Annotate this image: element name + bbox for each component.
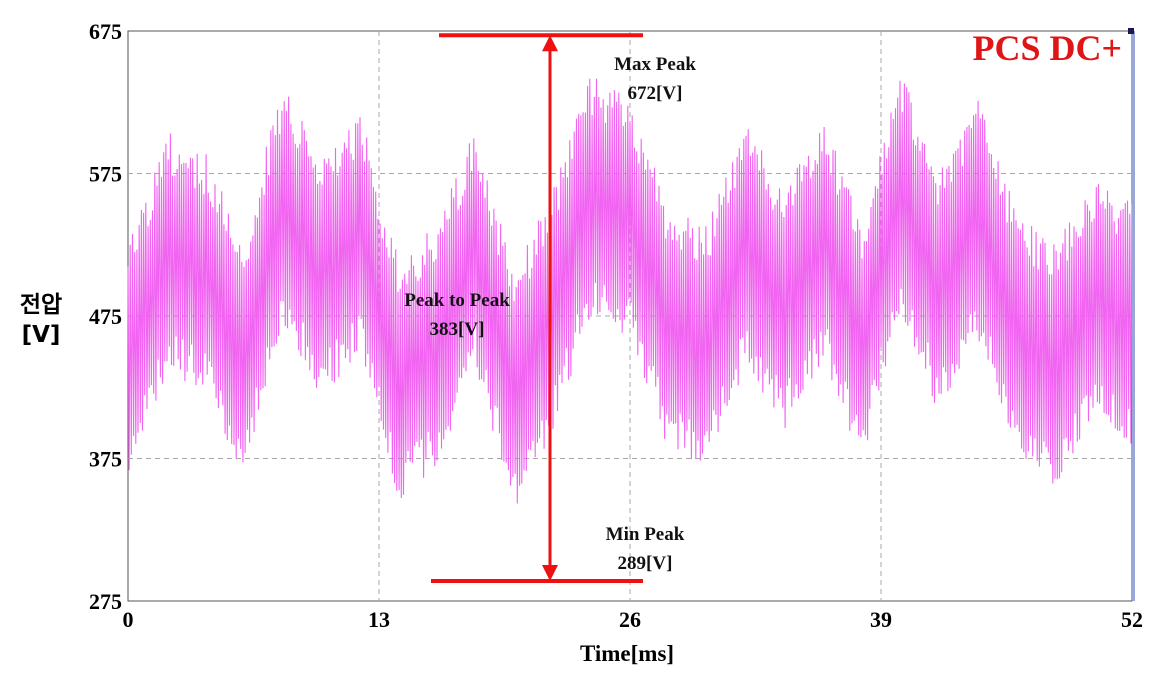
y-tick-label: 575 [89, 162, 122, 187]
scroll-handle[interactable] [1128, 28, 1134, 34]
p2p-label: Peak to Peak [404, 290, 510, 311]
x-tick-label: 39 [870, 607, 892, 632]
x-axis-title: Time[ms] [580, 641, 674, 666]
series-line-dc-plus [127, 78, 1133, 504]
y-tick-label: 375 [89, 447, 122, 472]
chart-title: PCS DC+ [972, 28, 1122, 68]
arrow-head-down [542, 565, 558, 582]
y-tick-label: 275 [89, 589, 122, 614]
p2p-value: 383[V] [430, 319, 485, 340]
y-tick-label: 475 [89, 304, 122, 329]
tick-labels: 0 13 26 39 52 675 575 475 375 275 [89, 19, 1143, 632]
y-axis-title: 전압 [V] [6, 290, 76, 350]
min-peak-value: 289[V] [618, 553, 673, 574]
vertical-scrollbar[interactable] [1132, 31, 1135, 601]
x-tick-label: 26 [619, 607, 641, 632]
series-layer [127, 78, 1133, 504]
y-tick-label: 675 [89, 19, 122, 44]
x-tick-label: 52 [1121, 607, 1143, 632]
max-peak-value: 672[V] [628, 83, 683, 104]
min-peak-label: Min Peak [606, 524, 685, 545]
arrow-head-up [542, 35, 558, 52]
max-peak-label: Max Peak [614, 54, 696, 75]
y-axis-title-line2: [V] [21, 322, 61, 348]
x-tick-label: 13 [368, 607, 390, 632]
y-axis-title-line1: 전압 [19, 292, 63, 318]
peak-markers [431, 33, 643, 584]
x-tick-label: 0 [123, 607, 134, 632]
